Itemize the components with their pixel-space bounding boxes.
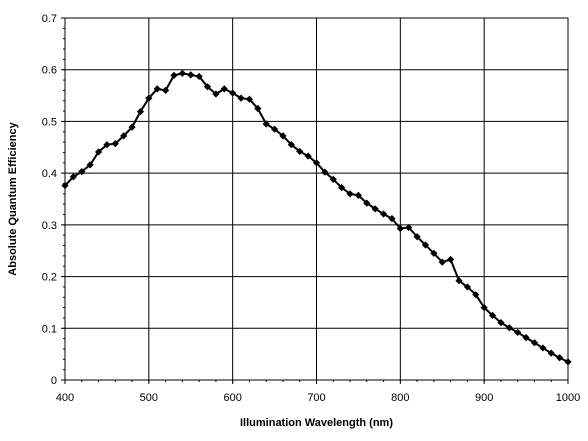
- x-axis-ticks: 400 500 600 700 800 900 1000: [56, 380, 580, 404]
- data-point-marker: [497, 318, 505, 327]
- data-point-marker: [61, 181, 69, 190]
- data-point-marker: [405, 223, 413, 232]
- data-point-marker: [262, 120, 270, 128]
- data-point-marker: [413, 233, 421, 241]
- data-point-marker: [103, 141, 111, 149]
- data-point-marker: [170, 71, 178, 80]
- data-point-marker: [120, 132, 128, 140]
- data-point-marker: [78, 167, 86, 176]
- data-point-marker: [195, 72, 203, 81]
- data-point-marker: [94, 148, 103, 156]
- data-point-marker: [237, 94, 245, 102]
- y-axis-title: Absolute Quantum Efficiency: [7, 121, 19, 275]
- data-point-marker: [564, 358, 572, 366]
- y-tick-label: 0.6: [42, 65, 57, 77]
- data-point-marker: [153, 85, 161, 93]
- data-point-marker: [514, 328, 522, 337]
- data-point-marker: [539, 344, 547, 352]
- data-point-marker: [245, 95, 254, 103]
- x-tick-label: 500: [140, 392, 158, 404]
- x-tick-label: 1000: [556, 392, 580, 404]
- data-point-marker: [438, 258, 446, 266]
- data-point-marker: [388, 215, 396, 223]
- y-tick-label: 0.7: [42, 13, 57, 25]
- data-point-marker: [178, 69, 186, 77]
- data-point-marker: [254, 104, 262, 113]
- data-point-marker: [212, 90, 220, 98]
- data-point-marker: [363, 199, 371, 207]
- y-tick-label: 0.5: [42, 116, 57, 128]
- y-tick-label: 0.3: [42, 220, 57, 232]
- data-point-marker: [304, 152, 312, 160]
- data-point-marker: [522, 333, 530, 342]
- data-point-marker: [162, 86, 170, 94]
- data-point-marker: [136, 108, 145, 116]
- data-point-marker: [321, 168, 329, 176]
- data-point-marker: [270, 125, 279, 133]
- data-point-marker: [296, 147, 304, 156]
- data-point-marker: [472, 291, 480, 299]
- data-point-marker: [530, 339, 539, 347]
- data-point-marker: [463, 283, 471, 291]
- x-tick-label: 400: [56, 392, 74, 404]
- data-point-marker: [329, 175, 337, 183]
- data-point-marker: [69, 173, 77, 181]
- y-tick-label: 0.4: [42, 168, 57, 180]
- data-point-marker: [488, 311, 497, 319]
- x-axis-title: Illumination Wavelength (nm): [240, 417, 393, 429]
- data-point-marker: [455, 277, 463, 285]
- data-point-marker: [312, 159, 321, 167]
- x-tick-label: 700: [307, 392, 325, 404]
- data-point-marker: [279, 132, 287, 140]
- y-axis-ticks: 0 0.1 0.2 0.3 0.4 0.5 0.6 0.7: [42, 13, 65, 387]
- data-point-marker: [371, 205, 379, 213]
- data-point-marker: [145, 94, 153, 102]
- x-tick-label: 800: [391, 392, 409, 404]
- data-point-marker: [86, 161, 94, 169]
- data-point-marker: [354, 191, 363, 199]
- data-point-marker: [111, 140, 119, 148]
- y-tick-label: 0.1: [42, 323, 57, 335]
- data-point-marker: [287, 141, 295, 149]
- x-tick-label: 600: [223, 392, 241, 404]
- data-point-marker: [480, 304, 488, 312]
- data-point-marker: [379, 210, 388, 218]
- y-tick-label: 0: [51, 375, 57, 387]
- data-point-marker: [346, 190, 354, 198]
- data-point-marker: [396, 224, 404, 233]
- data-point-marker: [421, 241, 430, 249]
- data-point-marker: [338, 184, 346, 192]
- y-tick-label: 0.2: [42, 272, 57, 284]
- x-tick-label: 900: [475, 392, 493, 404]
- data-point-marker: [128, 123, 136, 131]
- data-point-marker: [187, 71, 195, 79]
- data-point-marker: [547, 349, 555, 357]
- data-point-marker: [220, 85, 228, 93]
- data-point-marker: [447, 255, 455, 264]
- data-point-marker: [505, 324, 513, 332]
- data-point-marker: [556, 354, 564, 362]
- grid: [64, 17, 569, 381]
- data-point-marker: [229, 89, 237, 97]
- data-point-marker: [430, 249, 438, 257]
- series-layer: [61, 69, 572, 366]
- data-point-marker: [203, 83, 212, 91]
